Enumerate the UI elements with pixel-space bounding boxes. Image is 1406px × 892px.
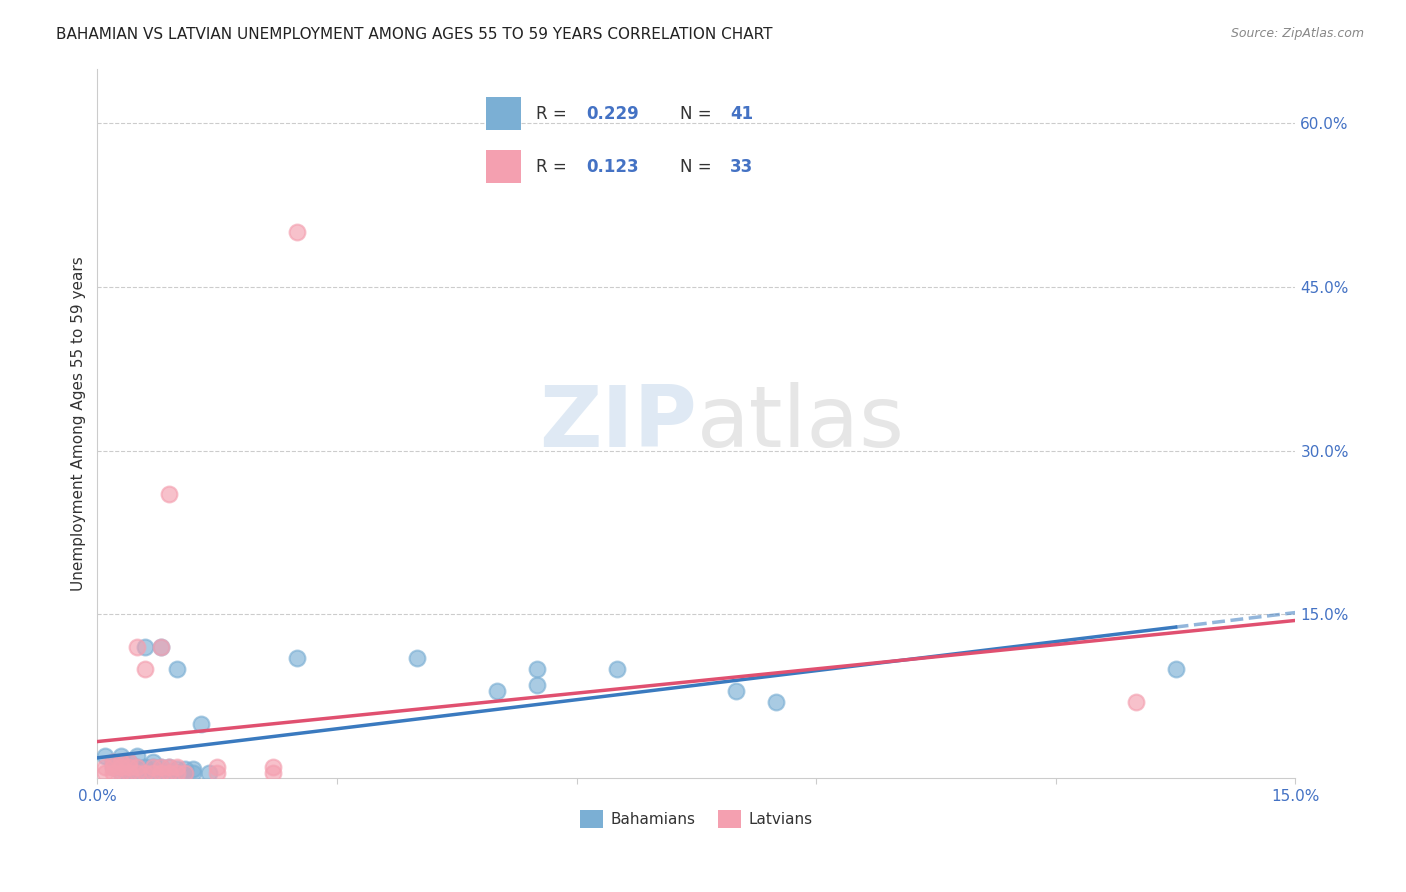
Point [198,765,221,780]
Point [103,760,125,774]
Text: BAHAMIAN VS LATVIAN UNEMPLOYMENT AMONG AGES 55 TO 59 YEARS CORRELATION CHART: BAHAMIAN VS LATVIAN UNEMPLOYMENT AMONG A… [56,27,773,42]
Point [526,678,548,692]
Text: ZIP: ZIP [538,382,696,465]
Point [150,640,173,655]
Point [118,765,141,780]
Point [103,765,125,780]
Point [405,651,427,665]
Point [1125,695,1147,709]
Point [127,749,149,764]
Point [134,640,156,655]
Point [150,765,173,780]
Point [142,755,165,769]
Point [118,755,141,769]
Point [110,760,132,774]
Text: atlas: atlas [696,382,904,465]
Point [157,487,180,501]
Point [118,760,141,774]
Point [127,760,149,774]
Point [94,765,117,780]
Legend: Bahamians, Latvians: Bahamians, Latvians [574,804,820,834]
Y-axis label: Unemployment Among Ages 55 to 59 years: Unemployment Among Ages 55 to 59 years [72,256,86,591]
Point [127,765,149,780]
Point [134,662,156,676]
Point [103,755,125,769]
Point [103,760,125,774]
Point [110,755,132,769]
Point [157,765,180,780]
Point [166,763,188,777]
Point [94,760,117,774]
Point [127,760,149,774]
Point [181,763,204,777]
Point [725,684,748,698]
Point [127,765,149,780]
Point [181,765,204,780]
Text: Source: ZipAtlas.com: Source: ZipAtlas.com [1230,27,1364,40]
Point [127,640,149,655]
Point [134,765,156,780]
Point [174,763,197,777]
Point [205,765,228,780]
Point [134,760,156,774]
Point [174,765,197,780]
Point [1164,662,1187,676]
Point [157,760,180,774]
Point [103,755,125,769]
Point [142,765,165,780]
Point [142,760,165,774]
Point [150,640,173,655]
Point [142,760,165,774]
Point [166,765,188,780]
Point [142,765,165,780]
Point [110,765,132,780]
Point [110,765,132,780]
Point [110,760,132,774]
Point [157,765,180,780]
Point [190,716,212,731]
Point [606,662,628,676]
Point [765,695,787,709]
Point [174,765,197,780]
Point [118,760,141,774]
Point [118,755,141,769]
Point [150,765,173,780]
Point [94,749,117,764]
Point [285,651,308,665]
Point [526,662,548,676]
Point [485,684,508,698]
Point [134,765,156,780]
Point [166,662,188,676]
Point [205,760,228,774]
Point [262,765,284,780]
Point [262,760,284,774]
Point [150,760,173,774]
Point [150,760,173,774]
Point [118,765,141,780]
Point [110,749,132,764]
Point [166,760,188,774]
Point [157,760,180,774]
Point [166,765,188,780]
Point [285,225,308,239]
